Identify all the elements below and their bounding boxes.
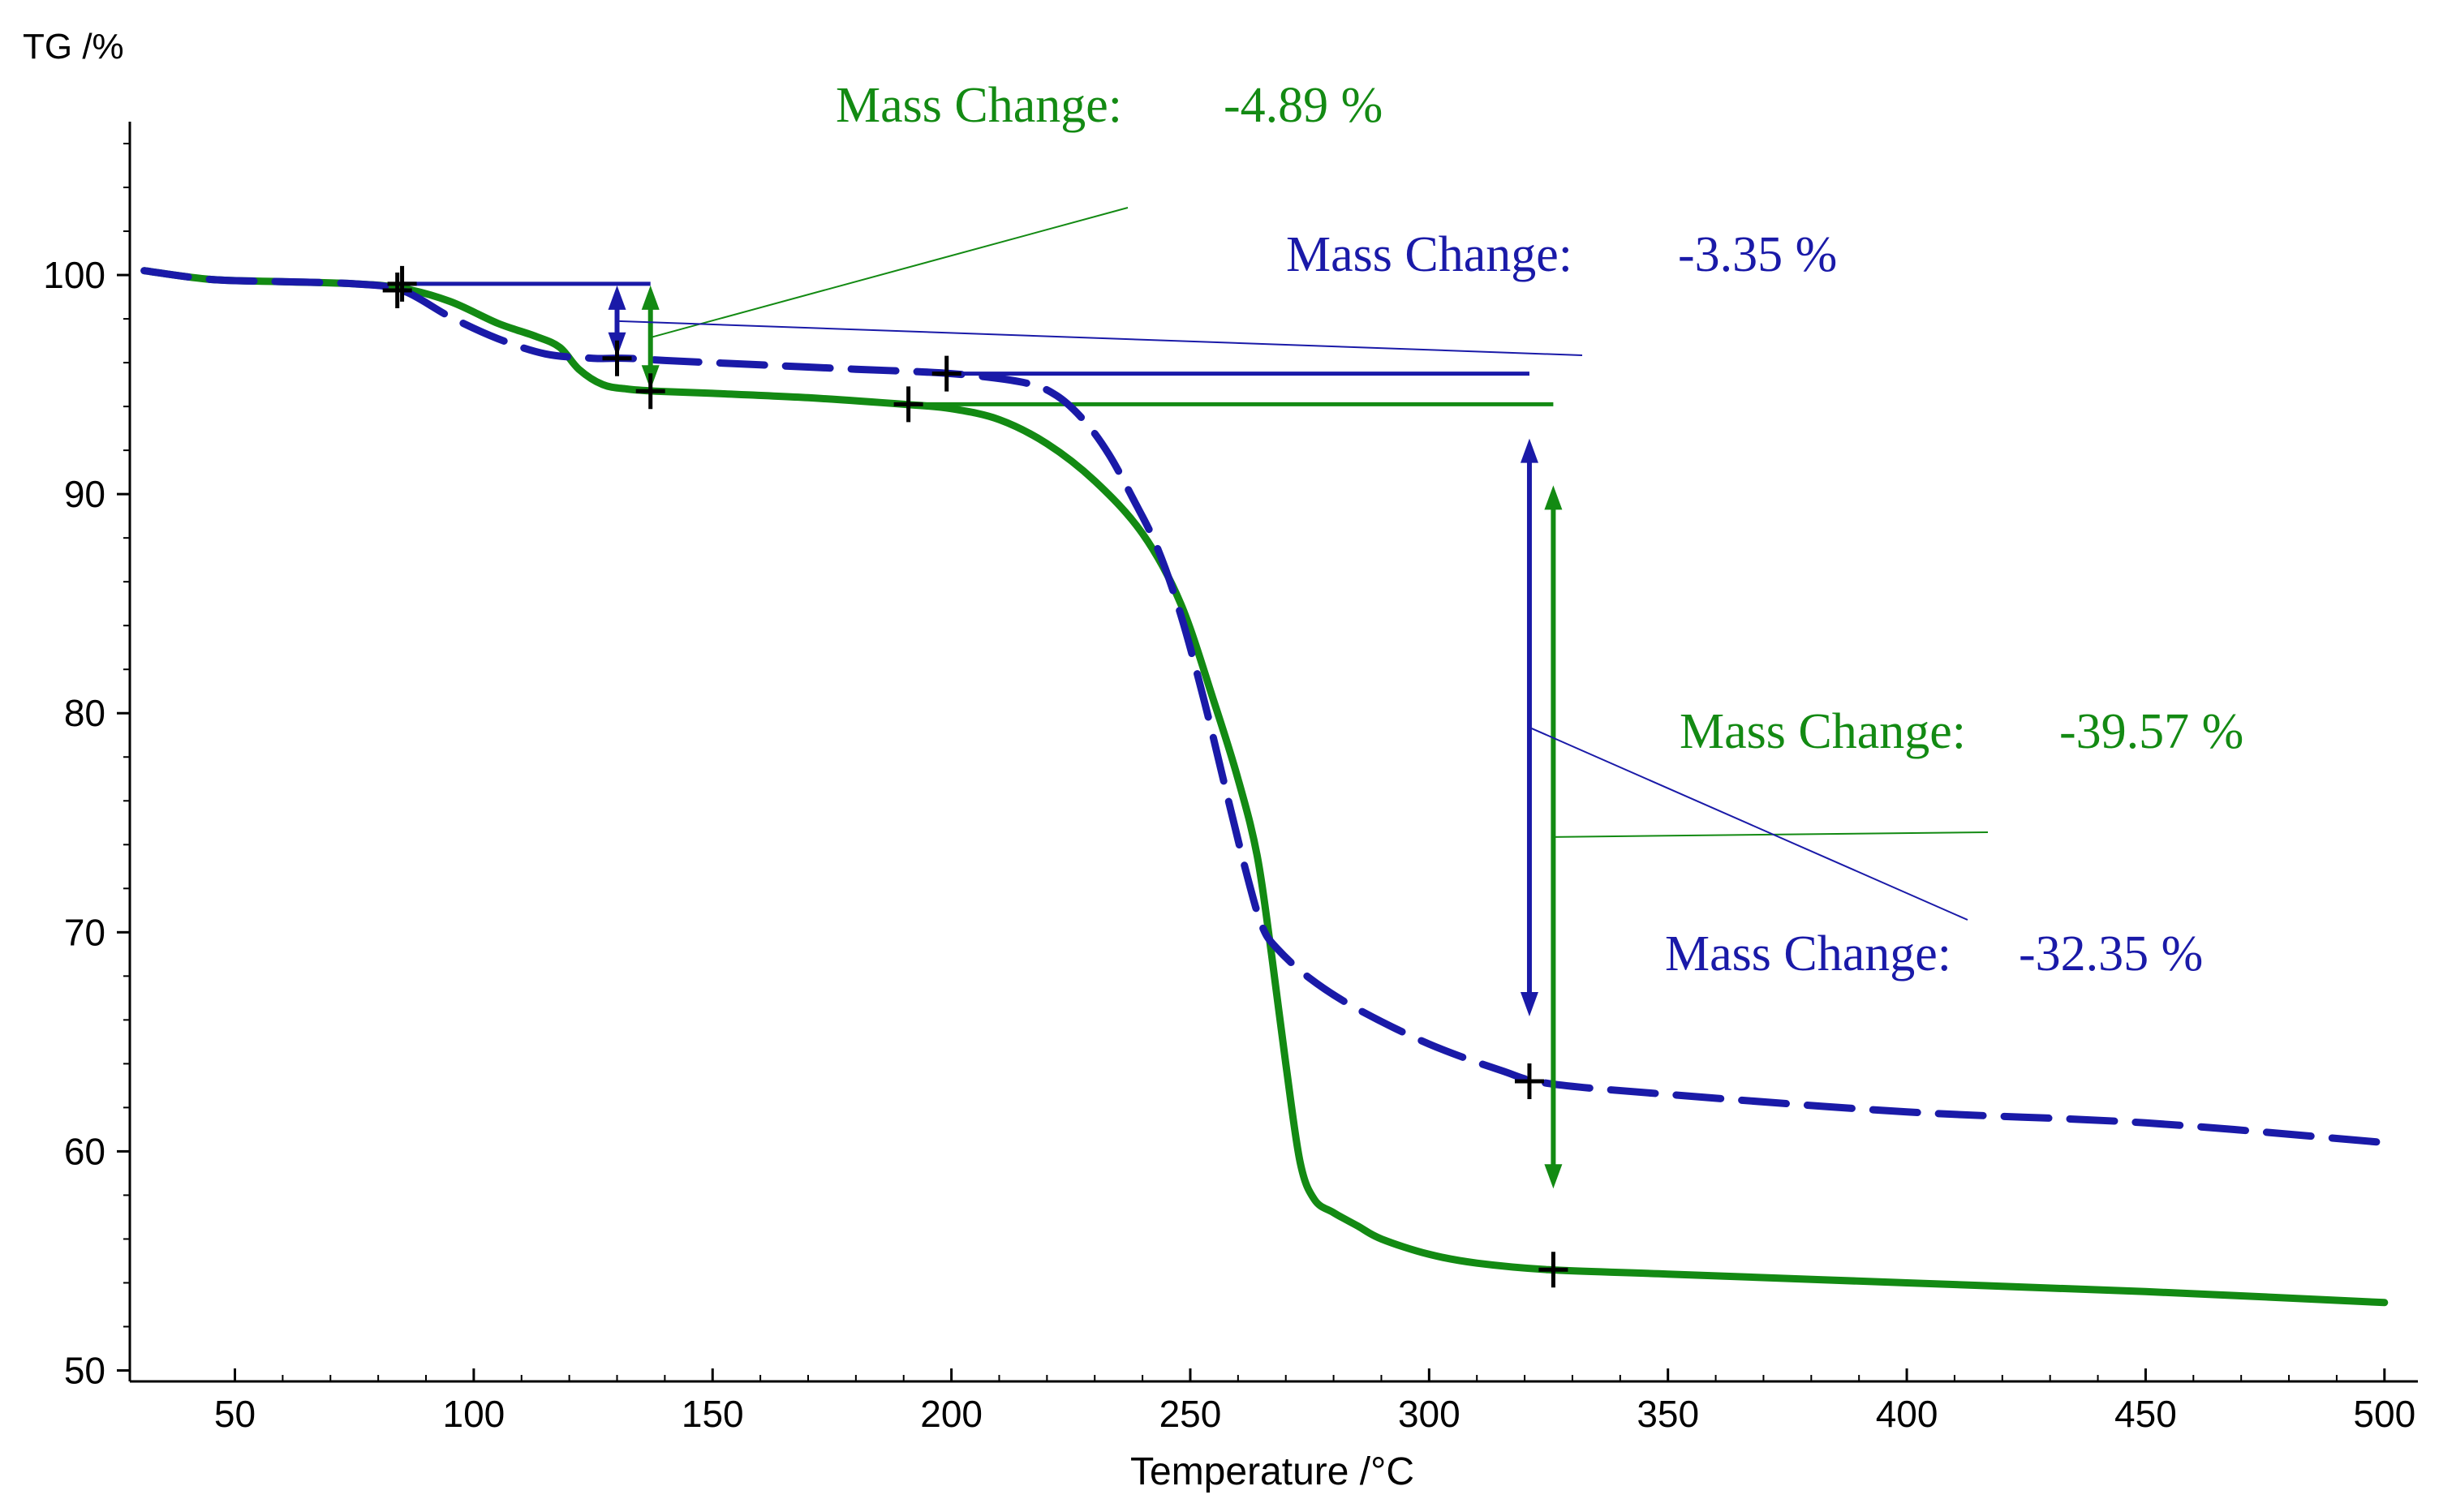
step-marker-2 bbox=[635, 373, 665, 410]
series-blue-dashed bbox=[140, 267, 2389, 1147]
y-tick-label-50: 50 bbox=[64, 1349, 105, 1391]
step-marker-1 bbox=[387, 265, 417, 302]
mass-change-4-label: Mass Change: bbox=[1665, 926, 1951, 982]
arrow-mass-change-4-head-top bbox=[1520, 438, 1538, 463]
x-tick-label-100: 100 bbox=[443, 1393, 505, 1435]
leader-mass-change-4 bbox=[1529, 726, 1968, 921]
mass-change-1-value: -4.89 % bbox=[1224, 78, 1383, 133]
step-reference-lines bbox=[402, 281, 1554, 406]
mass-change-4-value: -32.35 % bbox=[2019, 926, 2203, 982]
step-marker-6 bbox=[602, 340, 632, 376]
leader-mass-change-3 bbox=[1553, 831, 1989, 838]
mass-change-label-4: Mass Change: -32.35 % bbox=[1665, 926, 2203, 982]
y-tick-label-80: 80 bbox=[64, 692, 105, 734]
x-tick-label-50: 50 bbox=[214, 1393, 256, 1435]
arrow-mass-change-2-head-top bbox=[608, 285, 626, 310]
mass-change-1-label: Mass Change: bbox=[836, 78, 1122, 133]
step-marker-4 bbox=[1538, 1252, 1568, 1288]
step-marker-7 bbox=[931, 355, 961, 392]
leader-lines bbox=[617, 207, 1989, 921]
x-tick-label-450: 450 bbox=[2114, 1393, 2177, 1435]
arrow-mass-change-4-head-bottom bbox=[1520, 991, 1538, 1016]
step-marker-3 bbox=[893, 386, 923, 423]
x-tick-label-150: 150 bbox=[682, 1393, 744, 1435]
y-tick-label-60: 60 bbox=[64, 1130, 105, 1172]
leader-mass-change-2 bbox=[617, 320, 1583, 356]
step-markers bbox=[382, 265, 1568, 1288]
axis-ticks: 50 100 150 200 250 300 350 400 450 500 50 60 70 80 90 1… bbox=[43, 143, 2415, 1435]
x-axis-label: Temperature /°C bbox=[1130, 1450, 1414, 1493]
x-tick-label-350: 350 bbox=[1637, 1393, 1699, 1435]
y-tick-label-100: 100 bbox=[43, 254, 105, 296]
step-marker-5 bbox=[382, 272, 412, 308]
mass-change-label-2: Mass Change: -3.35 % bbox=[1286, 227, 1837, 282]
arrow-mass-change-3-head-top bbox=[1544, 485, 1563, 510]
x-tick-label-500: 500 bbox=[2353, 1393, 2415, 1435]
leader-mass-change-1 bbox=[650, 207, 1129, 339]
mass-change-3-label: Mass Change: bbox=[1680, 704, 1966, 759]
arrow-mass-change-1-head-top bbox=[641, 285, 660, 310]
step-marker-8 bbox=[1514, 1063, 1544, 1099]
mass-change-3-value: -39.57 % bbox=[2059, 704, 2243, 759]
arrow-mass-change-3-head-bottom bbox=[1544, 1164, 1563, 1189]
mass-change-label-1: Mass Change: -4.89 % bbox=[836, 78, 1383, 133]
mass-change-2-label: Mass Change: bbox=[1286, 227, 1572, 282]
y-tick-label-90: 90 bbox=[64, 473, 105, 515]
x-tick-label-400: 400 bbox=[1876, 1393, 1938, 1435]
y-axis-label: TG /% bbox=[23, 27, 124, 67]
x-tick-label-250: 250 bbox=[1159, 1393, 1222, 1435]
x-tick-label-300: 300 bbox=[1398, 1393, 1460, 1435]
x-tick-label-200: 200 bbox=[920, 1393, 983, 1435]
y-tick-label-70: 70 bbox=[64, 911, 105, 953]
mass-change-2-value: -3.35 % bbox=[1678, 227, 1837, 282]
mass-change-label-3: Mass Change: -39.57 % bbox=[1680, 704, 2243, 759]
